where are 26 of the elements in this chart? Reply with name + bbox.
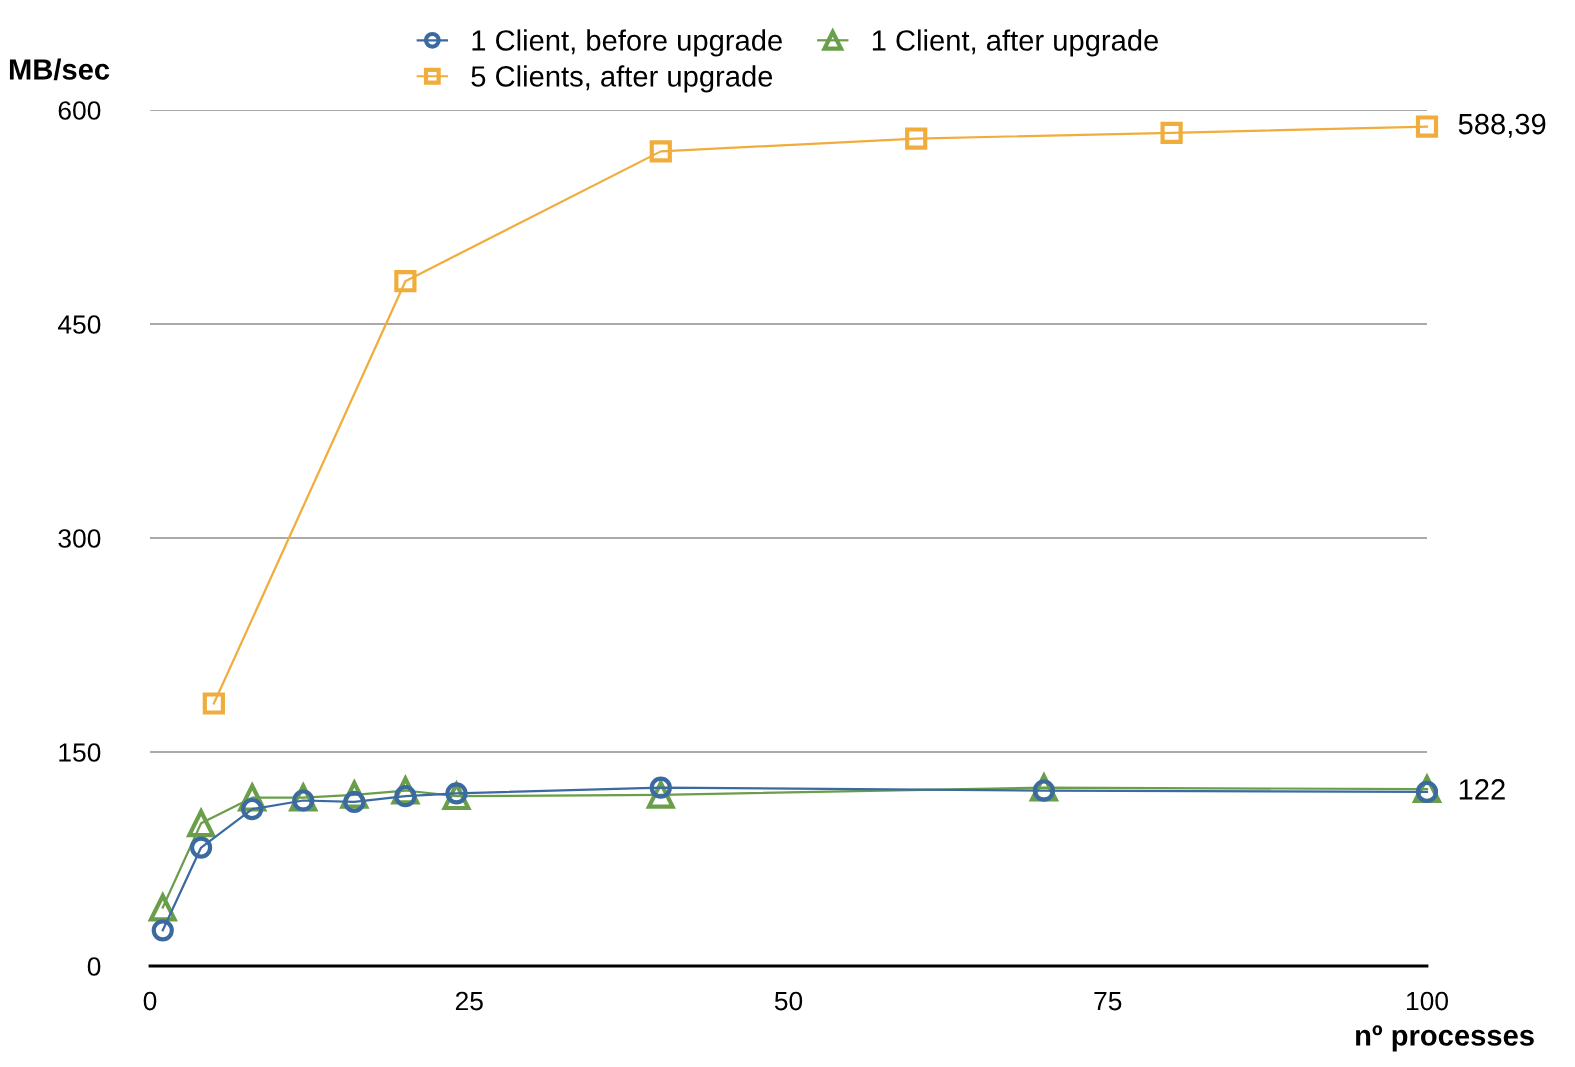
point — [241, 797, 264, 821]
y-axis-title: MB/sec — [9, 58, 110, 81]
point — [1160, 121, 1183, 144]
y-tick-label: 600 — [58, 101, 101, 120]
point — [189, 836, 213, 859]
point — [1415, 115, 1439, 138]
x-tick-label: 25 — [455, 991, 483, 1011]
y-tick-label: 300 — [58, 529, 101, 548]
legend-label: 1 Client, before upgrade — [472, 29, 782, 57]
point — [649, 140, 672, 163]
x-axis-title: nº processes — [1356, 1025, 1534, 1052]
y-tick-label: 450 — [57, 315, 101, 334]
point — [905, 127, 928, 150]
x-tick-label: 100 — [1407, 991, 1448, 1011]
y-tick-label: 150 — [59, 743, 101, 762]
point — [394, 270, 417, 293]
point — [151, 919, 174, 942]
legend-label: 1 Client, after upgrade — [872, 29, 1158, 57]
x-tick-label: 50 — [774, 991, 803, 1011]
x-tick-label: 75 — [1094, 991, 1122, 1011]
annotation: 588,39 — [1458, 113, 1546, 138]
y-tick-label: 0 — [87, 957, 101, 976]
annotation: 122 — [1459, 779, 1505, 800]
x-tick-label: 0 — [143, 991, 157, 1011]
point — [202, 692, 225, 715]
legend-label: 5 Clients, after upgrade — [471, 65, 773, 93]
